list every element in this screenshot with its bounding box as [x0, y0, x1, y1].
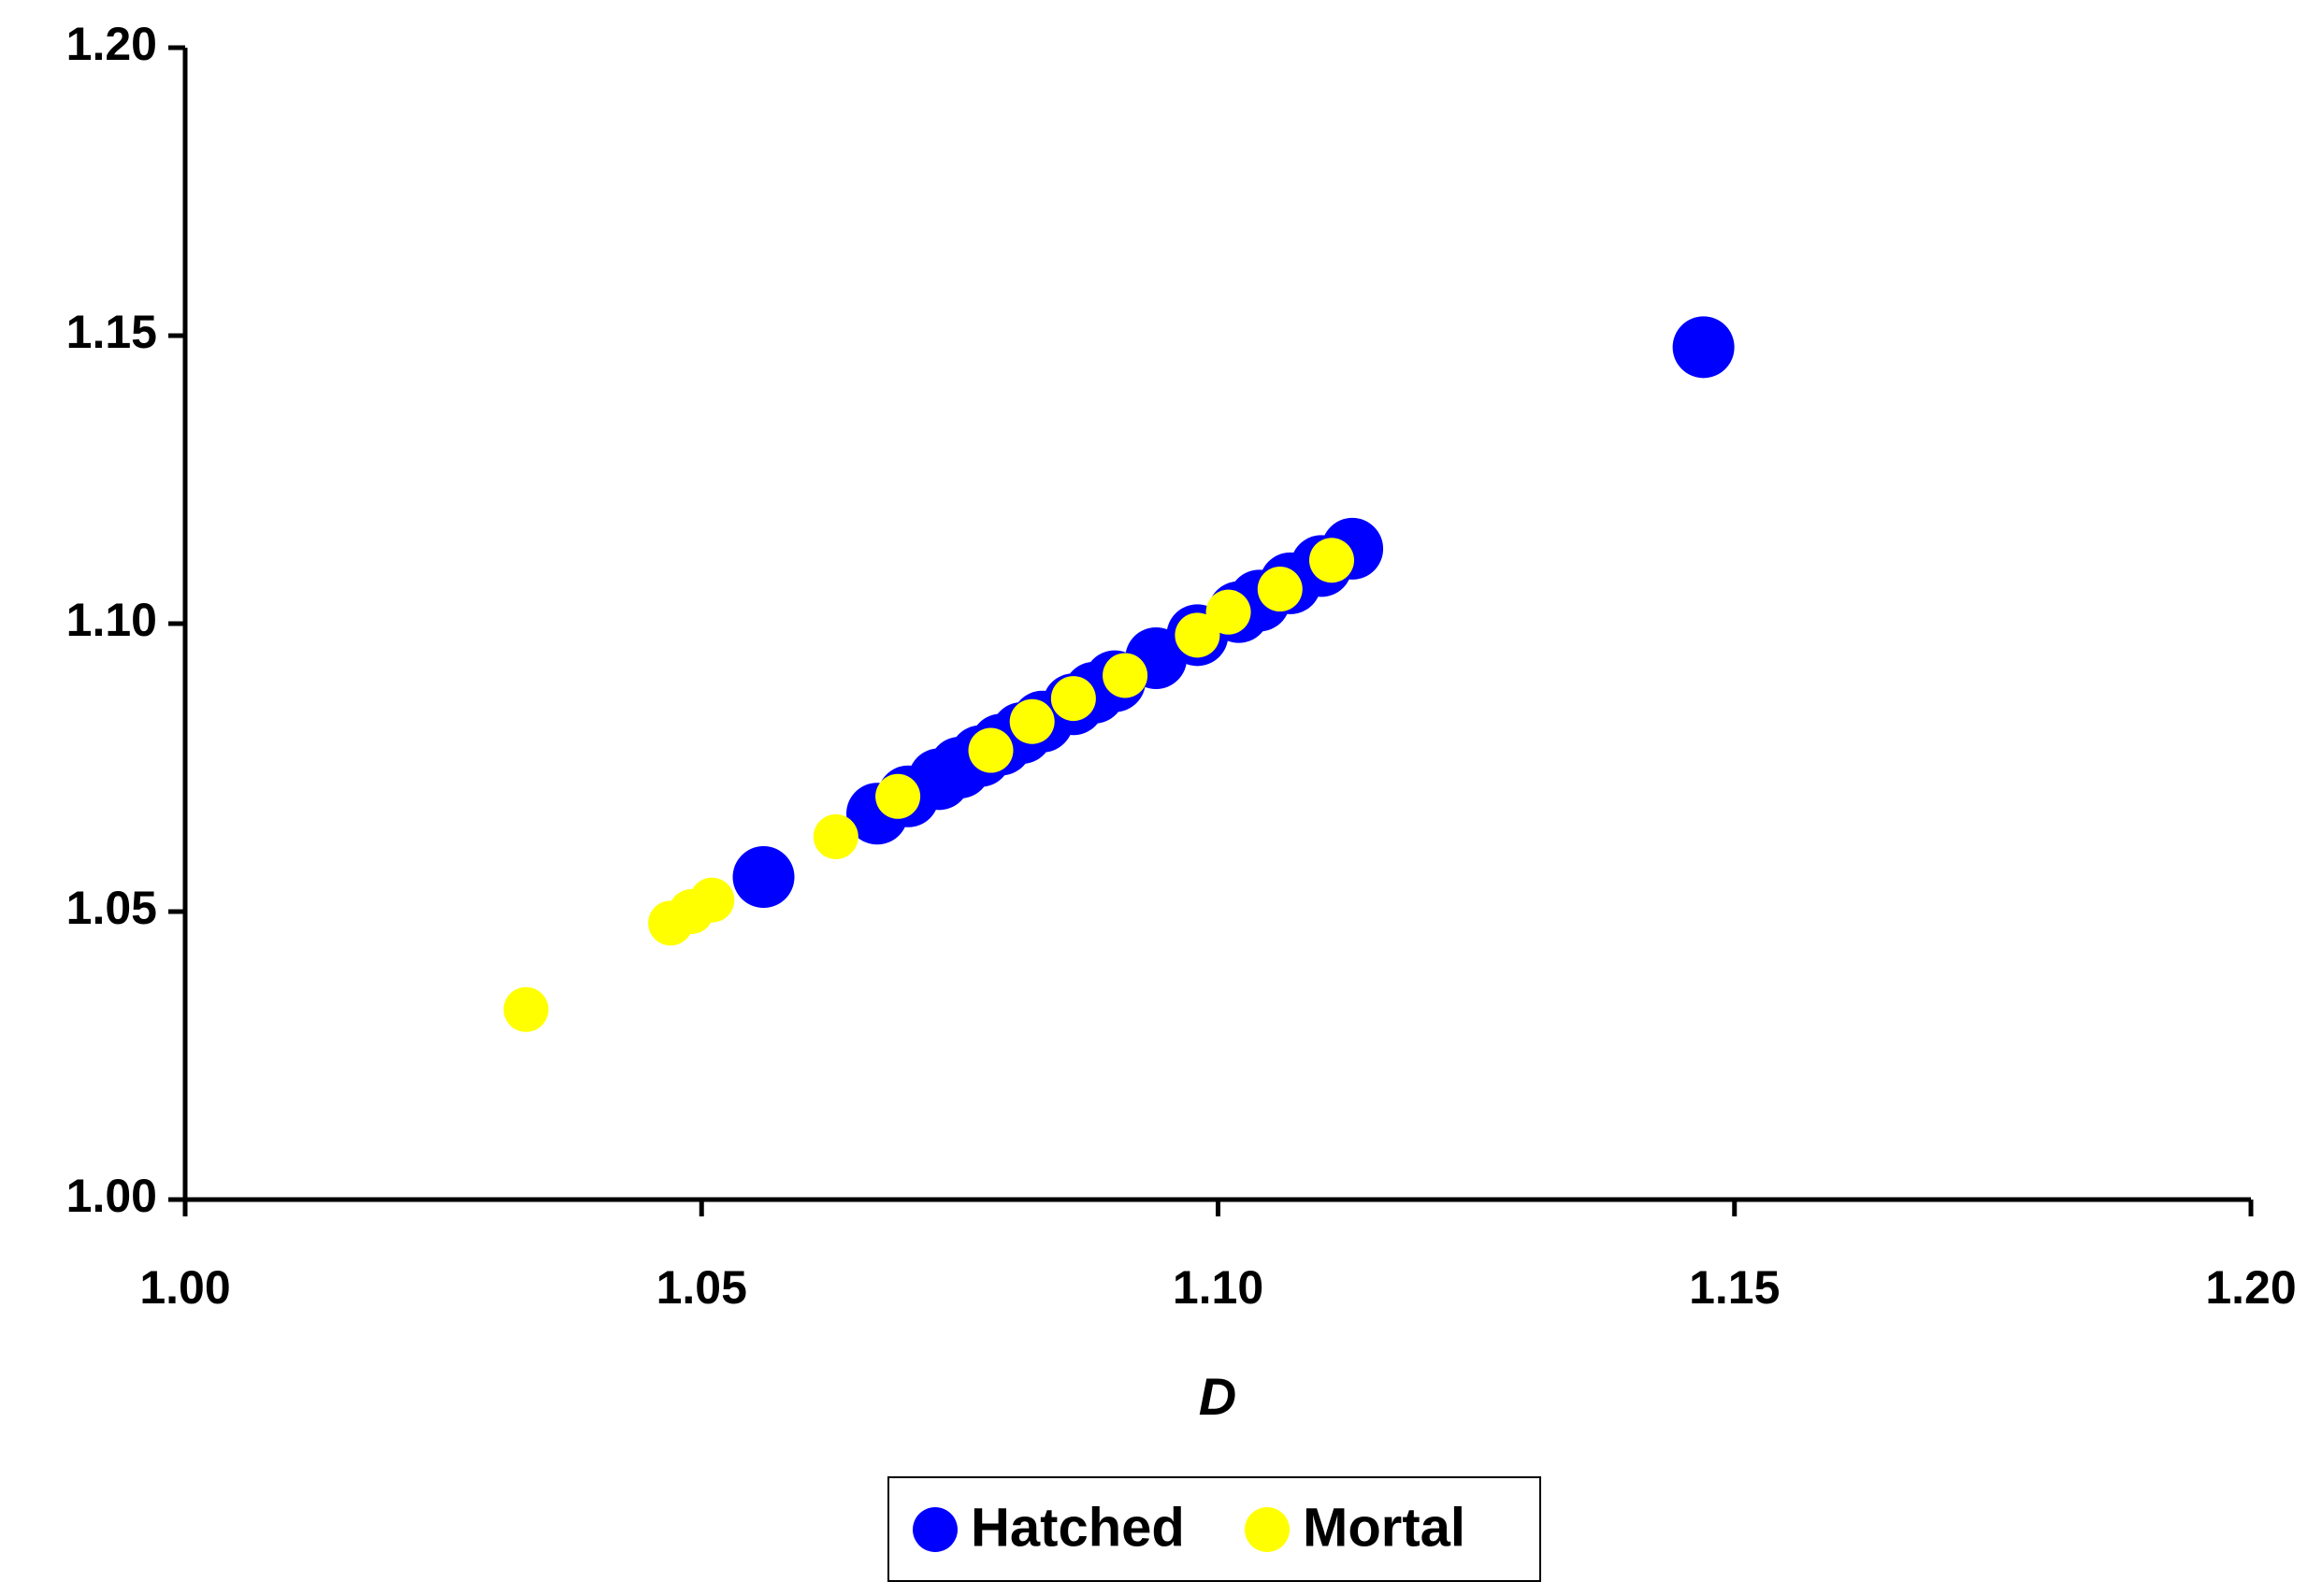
- x-tick-label: 1.10: [1173, 1261, 1263, 1314]
- x-tick-label: 1.20: [2205, 1261, 2296, 1314]
- y-tick-label: 1.15: [66, 306, 157, 358]
- legend-marker: [913, 1507, 958, 1552]
- x-tick-label: 1.15: [1689, 1261, 1780, 1314]
- legend-label: Mortal: [1303, 1497, 1465, 1558]
- point: [1257, 567, 1303, 612]
- point: [1308, 538, 1354, 583]
- legend-box: [887, 1476, 1541, 1582]
- point: [1009, 698, 1055, 744]
- x-tick-label: 1.00: [139, 1261, 230, 1314]
- point: [1205, 589, 1251, 635]
- y-tick-label: 1.05: [66, 882, 157, 934]
- y-tick-label: 1.20: [66, 18, 157, 70]
- point: [1103, 653, 1148, 698]
- legend-label: Hatched: [971, 1497, 1185, 1558]
- y-tick-label: 1.10: [66, 594, 157, 646]
- y-tick-label: 1.00: [66, 1170, 157, 1222]
- x-tick-label: 1.05: [656, 1261, 747, 1314]
- point: [732, 846, 795, 909]
- point: [1672, 316, 1735, 379]
- point: [689, 877, 735, 923]
- point: [968, 727, 1014, 773]
- point: [503, 986, 549, 1032]
- point: [813, 813, 858, 859]
- x-axis-title: D: [1199, 1367, 1236, 1426]
- point: [875, 773, 921, 819]
- point: [1050, 676, 1096, 722]
- point: [1175, 612, 1220, 658]
- legend-marker: [1245, 1507, 1290, 1552]
